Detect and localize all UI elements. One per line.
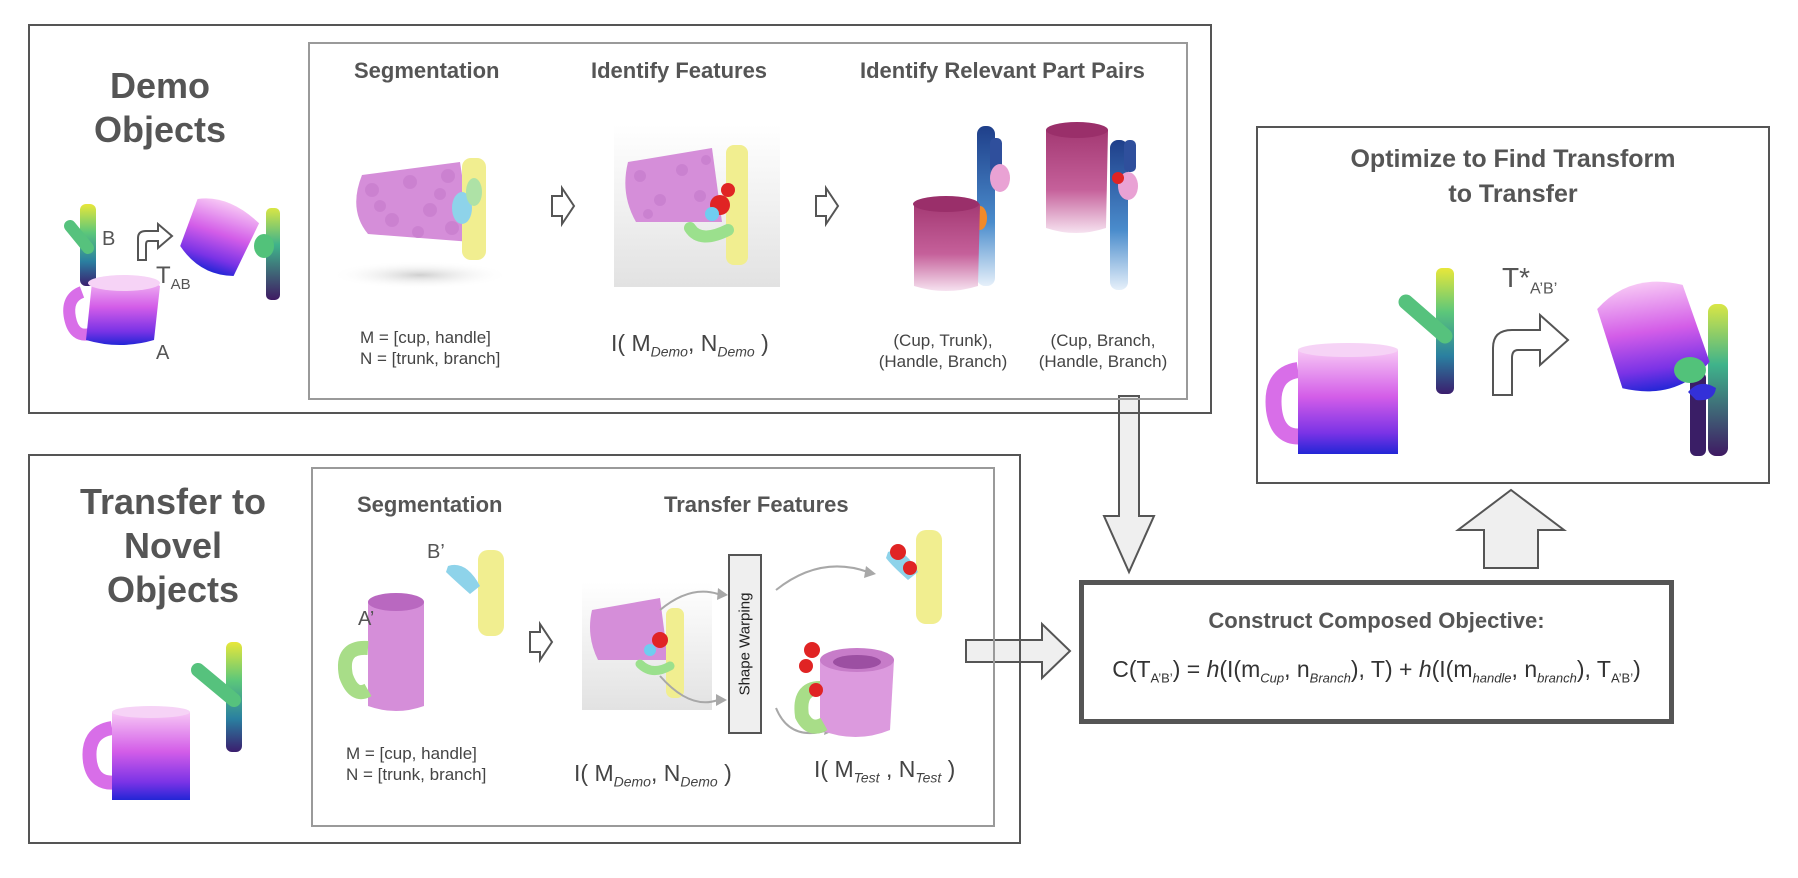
demo-label-a: A	[156, 342, 170, 364]
demo-label-b: B	[102, 228, 116, 250]
transfer-cup	[82, 706, 190, 800]
transfer-col-segmentation: Segmentation	[357, 492, 503, 517]
objective-panel	[1079, 580, 1674, 724]
demo-feature-cloud	[614, 125, 780, 287]
demo-feature-label: I( MDemo, NDemo )	[611, 330, 769, 360]
optimize-transform-label: T*A’B’	[1502, 262, 1558, 298]
demo-m-list: M = [cup, handle]	[360, 328, 491, 347]
demo-col-pairs: Identify Relevant Part Pairs	[860, 58, 1145, 83]
demo-pair1-label: (Cup, Trunk), (Handle, Branch)	[878, 331, 1008, 371]
optimize-title: Optimize to Find Transform to Transfer	[1350, 145, 1676, 208]
optimize-posed-result	[1597, 281, 1728, 456]
demo-pair2-label: (Cup, Branch, (Handle, Branch)	[1038, 331, 1168, 371]
down-arrow-to-objective	[1102, 395, 1156, 575]
transfer-panel	[28, 454, 1021, 844]
objective-title: Construct Composed Objective:	[1208, 608, 1545, 633]
transfer-n-list: N = [trunk, branch]	[346, 765, 487, 784]
demo-col-segmentation: Segmentation	[354, 58, 500, 83]
optimize-panel	[1256, 126, 1770, 484]
transfer-test-feature-label: I( MTest , NTest )	[814, 756, 956, 786]
shape-warping-label: Shape Warping	[736, 592, 754, 696]
demo-n-list: N = [trunk, branch]	[360, 349, 501, 368]
demo-tree-b	[64, 204, 96, 286]
optimize-cup	[1265, 343, 1398, 454]
demo-transform-label: TAB	[156, 262, 191, 293]
transfer-col-features: Transfer Features	[664, 492, 849, 517]
transfer-label-a: A’	[358, 608, 375, 630]
demo-pipeline-frame	[308, 42, 1188, 400]
transfer-test-branch-cloud	[886, 530, 942, 624]
right-arrow-to-objective	[965, 621, 1072, 681]
demo-pair2-graphic	[1046, 122, 1138, 290]
demo-col-features: Identify Features	[591, 58, 768, 83]
optimize-tree	[1398, 268, 1454, 394]
transfer-label-b: B’	[427, 541, 445, 563]
shape-warping-box: Shape Warping	[728, 554, 762, 734]
demo-arrow-feat-to-pairs	[815, 184, 840, 228]
transfer-demo-feature-label: I( MDemo, NDemo )	[574, 760, 732, 790]
objective-formula: C(TA’B’) = h(I(mCup, nBranch), T) + h(I(…	[1112, 656, 1641, 686]
transfer-demo-feature-cloud	[582, 582, 712, 710]
demo-cup-a	[63, 275, 160, 345]
demo-objects-panel	[28, 24, 1212, 414]
transfer-pipeline-frame	[311, 467, 995, 827]
transfer-title: Transfer to Novel Objects	[79, 481, 267, 610]
demo-title: Demo Objects	[93, 65, 227, 150]
demo-posed-objects	[180, 198, 280, 300]
transfer-tree	[191, 642, 242, 752]
transfer-m-list: M = [cup, handle]	[346, 744, 477, 763]
demo-pair1-graphic	[913, 126, 1010, 291]
demo-arrow-seg-to-feat	[551, 184, 576, 228]
optimize-transform-arrow	[1492, 312, 1570, 396]
demo-segmentation-cloud	[330, 158, 510, 289]
transfer-test-cup-cloud	[794, 642, 894, 737]
transfer-segmentation-graphic	[338, 550, 504, 711]
demo-transform-arrow	[137, 221, 174, 261]
transfer-arrow-seg-to-feat	[529, 620, 554, 664]
up-arrow-to-optimize	[1455, 488, 1567, 569]
